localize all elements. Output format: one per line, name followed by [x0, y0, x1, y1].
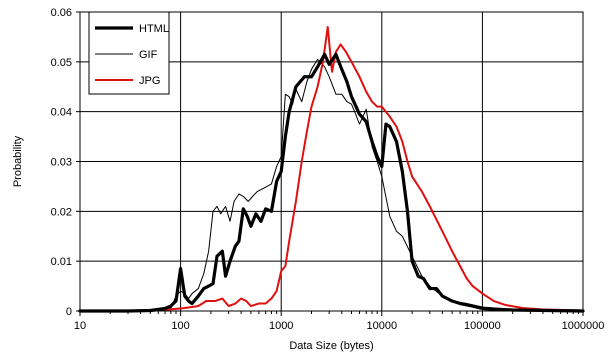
y-tick-label: 0.05: [51, 57, 72, 69]
plot-frame: [79, 11, 584, 312]
x-tick-label: 100: [171, 320, 189, 332]
x-tick-label: 1000: [269, 320, 293, 332]
series-line-jpg: [79, 25, 584, 312]
y-axis-label: Probability: [12, 135, 24, 187]
series-lines: [78, 25, 585, 313]
x-tick-label: 1000000: [562, 320, 605, 332]
y-tick-label: 0.06: [51, 7, 72, 19]
x-tick-label: 10: [74, 320, 86, 332]
x-tick-label: 10000: [367, 320, 398, 332]
y-tick-label: 0.03: [51, 157, 72, 169]
legend: HTML GIF JPG: [88, 11, 170, 95]
series-line-html: [78, 52, 585, 313]
x-axis-label: Data Size (bytes): [289, 340, 373, 352]
y-tick-labels: 0 0.01 0.02 0.03 0.04 0.05 0.06: [51, 7, 72, 318]
y-tick-label: 0.04: [51, 107, 72, 119]
x-tick-labels: 10 100 1000 10000 100000 1000000: [74, 320, 605, 332]
series-line-gif: [79, 58, 584, 312]
y-tick-label: 0.01: [51, 256, 72, 268]
legend-label-jpg: JPG: [139, 75, 160, 87]
y-tick-label: 0.02: [51, 206, 72, 218]
y-tick-label: 0: [66, 306, 72, 318]
legend-label-gif: GIF: [139, 49, 158, 61]
x-tick-label: 100000: [464, 320, 501, 332]
legend-label-html: HTML: [139, 23, 169, 35]
